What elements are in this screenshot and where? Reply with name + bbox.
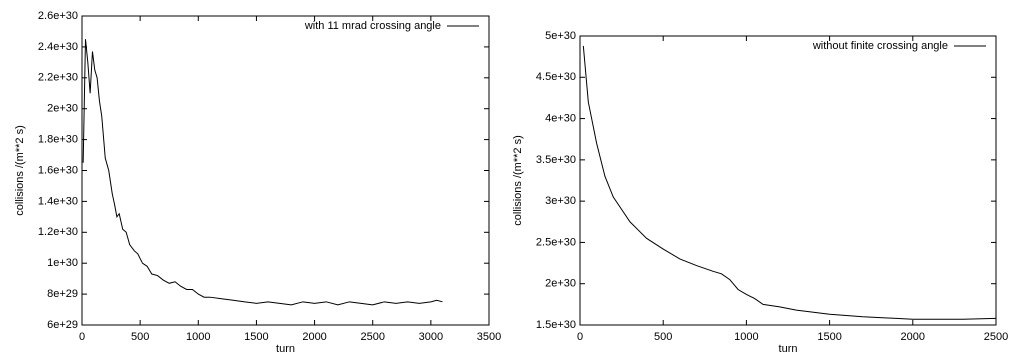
x-tick-label: 3000 xyxy=(419,331,443,343)
y-tick-label: 1.5e+30 xyxy=(536,319,576,331)
x-tick-label: 500 xyxy=(654,331,672,343)
x-tick-label: 2000 xyxy=(901,331,925,343)
y-tick-label: 4.5e+30 xyxy=(536,71,576,83)
x-tick-label: 1000 xyxy=(734,331,758,343)
x-tick-label: 1500 xyxy=(244,331,268,343)
y-tick-label: 2.6e+30 xyxy=(38,10,78,22)
legend-label: without finite crossing angle xyxy=(812,40,948,52)
x-tick-label: 3500 xyxy=(477,331,501,343)
y-tick-label: 1.4e+30 xyxy=(38,195,78,207)
y-tick-label: 2e+30 xyxy=(47,103,78,115)
x-tick-label: 2000 xyxy=(302,331,326,343)
x-tick-label: 0 xyxy=(79,331,85,343)
y-tick-label: 6e+29 xyxy=(47,319,78,331)
y-tick-label: 5e+30 xyxy=(545,30,576,42)
y-tick-label: 1e+30 xyxy=(47,257,78,269)
y-tick-label: 2.4e+30 xyxy=(38,41,78,53)
data-line xyxy=(82,39,443,306)
data-line xyxy=(582,45,997,320)
x-tick-label: 2500 xyxy=(360,331,384,343)
x-tick-label: 0 xyxy=(577,331,583,343)
y-tick-label: 3e+30 xyxy=(545,195,576,207)
x-tick-label: 1500 xyxy=(817,331,841,343)
y-tick-label: 1.6e+30 xyxy=(38,164,78,176)
y-tick-label: 1.8e+30 xyxy=(38,134,78,146)
legend-label: with 11 mrad crossing angle xyxy=(304,20,441,32)
plot-frame xyxy=(81,15,490,326)
y-tick-label: 2e+30 xyxy=(545,278,576,290)
x-axis-label: turn xyxy=(779,343,798,354)
y-tick-label: 2.5e+30 xyxy=(536,236,576,248)
y-tick-label: 3.5e+30 xyxy=(536,154,576,166)
x-tick-label: 2500 xyxy=(984,331,1008,343)
x-tick-label: 500 xyxy=(131,331,149,343)
y-axis-label: collisions /(m**2 s) xyxy=(14,125,26,215)
y-tick-label: 4e+30 xyxy=(545,112,576,124)
x-tick-label: 1000 xyxy=(186,331,210,343)
plot-frame xyxy=(579,35,997,326)
y-axis-label: collisions /(m**2 s) xyxy=(512,135,524,225)
x-axis-label: turn xyxy=(276,343,295,354)
y-tick-label: 1.2e+30 xyxy=(38,226,78,238)
y-tick-label: 8e+29 xyxy=(47,288,78,300)
y-tick-label: 2.2e+30 xyxy=(38,72,78,84)
